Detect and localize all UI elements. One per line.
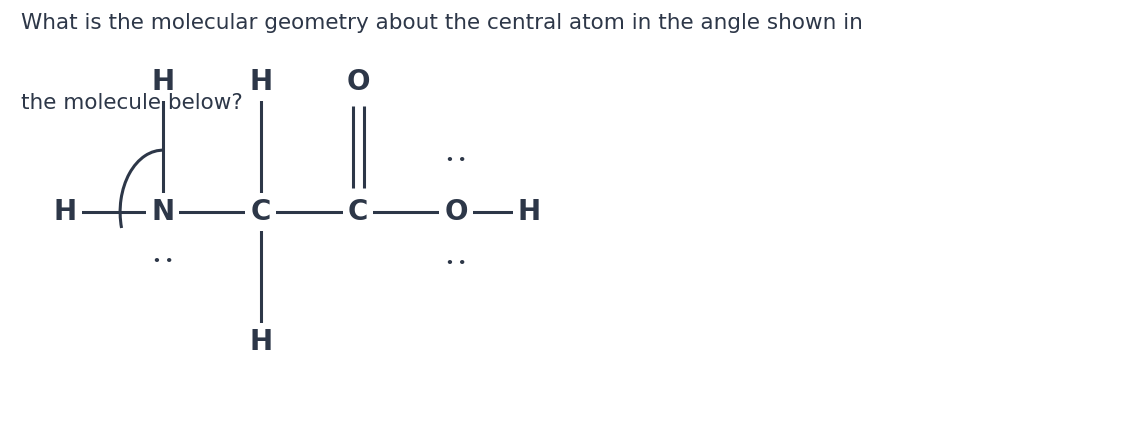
Text: H: H bbox=[152, 68, 174, 96]
Text: C: C bbox=[348, 198, 368, 226]
Text: • •: • • bbox=[446, 153, 466, 167]
Text: H: H bbox=[249, 328, 272, 356]
Text: the molecule below?: the molecule below? bbox=[21, 93, 243, 113]
Text: C: C bbox=[251, 198, 271, 226]
Text: • •: • • bbox=[153, 255, 173, 268]
Text: • •: • • bbox=[446, 257, 466, 271]
Text: N: N bbox=[152, 198, 174, 226]
Text: H: H bbox=[54, 198, 76, 226]
Text: What is the molecular geometry about the central atom in the angle shown in: What is the molecular geometry about the… bbox=[21, 13, 862, 33]
Text: O: O bbox=[347, 68, 370, 96]
Text: O: O bbox=[445, 198, 467, 226]
Text: H: H bbox=[249, 68, 272, 96]
Text: H: H bbox=[518, 198, 540, 226]
